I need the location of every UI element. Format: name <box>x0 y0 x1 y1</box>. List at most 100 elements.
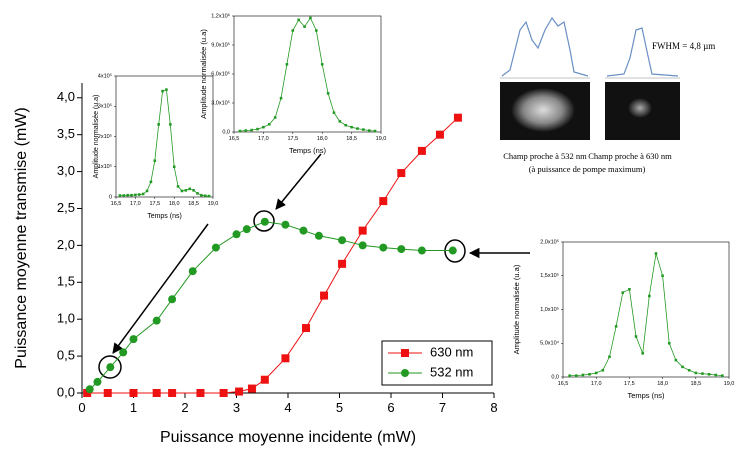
point <box>621 291 625 294</box>
point <box>721 374 724 377</box>
x-tick-label: 18,0 <box>169 201 180 207</box>
x-tick-label: 2 <box>181 400 188 415</box>
x-tick-label: 18,0 <box>317 136 328 142</box>
point <box>157 123 160 126</box>
y-tick-label: 2,0x10⁵ <box>540 238 559 245</box>
x-tick-label: 18,0 <box>657 381 668 387</box>
x-tick-label: 17,0 <box>130 201 141 207</box>
point <box>168 389 177 397</box>
point <box>176 185 180 188</box>
y-tick-label: 9,0x10⁵ <box>211 41 230 48</box>
point <box>379 197 388 206</box>
point <box>309 16 312 20</box>
x-tick-label: 17,5 <box>149 201 160 207</box>
y-axis-label: Puissance moyenne transmise (mW) <box>13 107 30 368</box>
point <box>184 189 188 192</box>
point <box>326 92 330 95</box>
legend-label: 630 nm <box>430 344 473 359</box>
point <box>196 192 199 195</box>
point <box>448 246 457 255</box>
point <box>358 226 367 235</box>
near-field-panels: FWHM = 4,8 µm Champ proche à 532 nm Cham… <box>500 8 715 174</box>
point <box>129 389 138 397</box>
point <box>180 189 184 193</box>
plot-frame <box>562 241 730 378</box>
point <box>118 194 122 197</box>
x-tick-label: 4 <box>284 400 291 415</box>
point <box>106 363 115 372</box>
point <box>207 194 211 198</box>
point <box>694 371 698 375</box>
point <box>297 18 300 22</box>
point <box>281 354 290 363</box>
point <box>338 259 347 268</box>
y-axis-label: Amplitude normalisée (u.a) <box>93 95 100 179</box>
point <box>654 252 658 255</box>
point <box>130 193 133 197</box>
x-tick-label: 18,5 <box>188 201 199 207</box>
point <box>641 352 644 355</box>
x-tick-label: 18,5 <box>690 381 701 387</box>
point <box>192 189 195 192</box>
y-tick-label: 1x10⁵ <box>98 163 112 170</box>
point <box>417 146 426 155</box>
point <box>661 274 664 278</box>
callouts <box>98 153 530 379</box>
legend-marker <box>401 369 409 377</box>
point <box>83 389 92 397</box>
point <box>242 225 251 234</box>
point <box>356 127 359 130</box>
y-tick-label: 3,5 <box>57 126 75 141</box>
x-tick-label: 17,5 <box>287 136 298 142</box>
point <box>188 187 191 191</box>
point <box>260 375 269 384</box>
point <box>172 165 176 169</box>
point <box>303 25 306 28</box>
point <box>350 125 353 129</box>
x-tick-label: 3 <box>233 400 240 415</box>
x-tick-label: 16,5 <box>558 381 569 387</box>
point <box>161 89 164 93</box>
point <box>165 88 168 91</box>
x-tick-label: 17,0 <box>258 136 269 142</box>
x-tick-label: 0 <box>78 400 85 415</box>
y-axis-label: Amplitude normalisée (u.a) <box>199 29 208 119</box>
legend-marker <box>401 349 409 357</box>
y-tick-label: 2,5 <box>57 200 75 215</box>
y-tick-label: 0 <box>109 194 112 200</box>
point <box>614 325 618 328</box>
point <box>244 129 248 132</box>
point <box>344 123 347 127</box>
point <box>302 324 311 333</box>
point <box>153 159 157 162</box>
x-tick-label: 7 <box>439 400 446 415</box>
point <box>701 372 704 375</box>
x-axis-label: Temps (ns) <box>289 146 327 155</box>
main-chart: 0 1 2 3 4 5 6 7 8 0,0 0,5 1,0 1,5 2,0 2,5 3,0 3,5 4,0 Puis… <box>13 83 498 446</box>
point <box>122 194 126 197</box>
point <box>674 358 678 362</box>
point <box>238 129 242 133</box>
x-tick-label: 6 <box>387 400 394 415</box>
point <box>281 220 290 229</box>
point <box>608 355 611 359</box>
legend-label: 532 nm <box>430 364 473 379</box>
point <box>211 243 220 252</box>
point <box>435 130 444 139</box>
point <box>320 291 329 300</box>
point <box>681 365 684 369</box>
point <box>119 348 128 357</box>
x-tick-label: 19,0 <box>208 201 219 207</box>
point <box>85 385 94 394</box>
point <box>397 245 406 254</box>
inset-chart: 16,5 17,0 17,5 18,0 18,5 19,0 0,0 5,0x10⁴ 1,0x10… <box>512 238 734 400</box>
y-tick-label: 1,0x10⁵ <box>540 306 559 313</box>
y-tick-label: 1,5x10⁵ <box>540 272 559 279</box>
point <box>145 189 149 193</box>
point <box>256 127 259 131</box>
near-field-note: (à puissance de pompe maximum) <box>529 164 646 174</box>
x-tick-label: 18,5 <box>346 136 357 142</box>
x-tick-label: 16,5 <box>229 136 240 142</box>
point <box>453 113 462 122</box>
